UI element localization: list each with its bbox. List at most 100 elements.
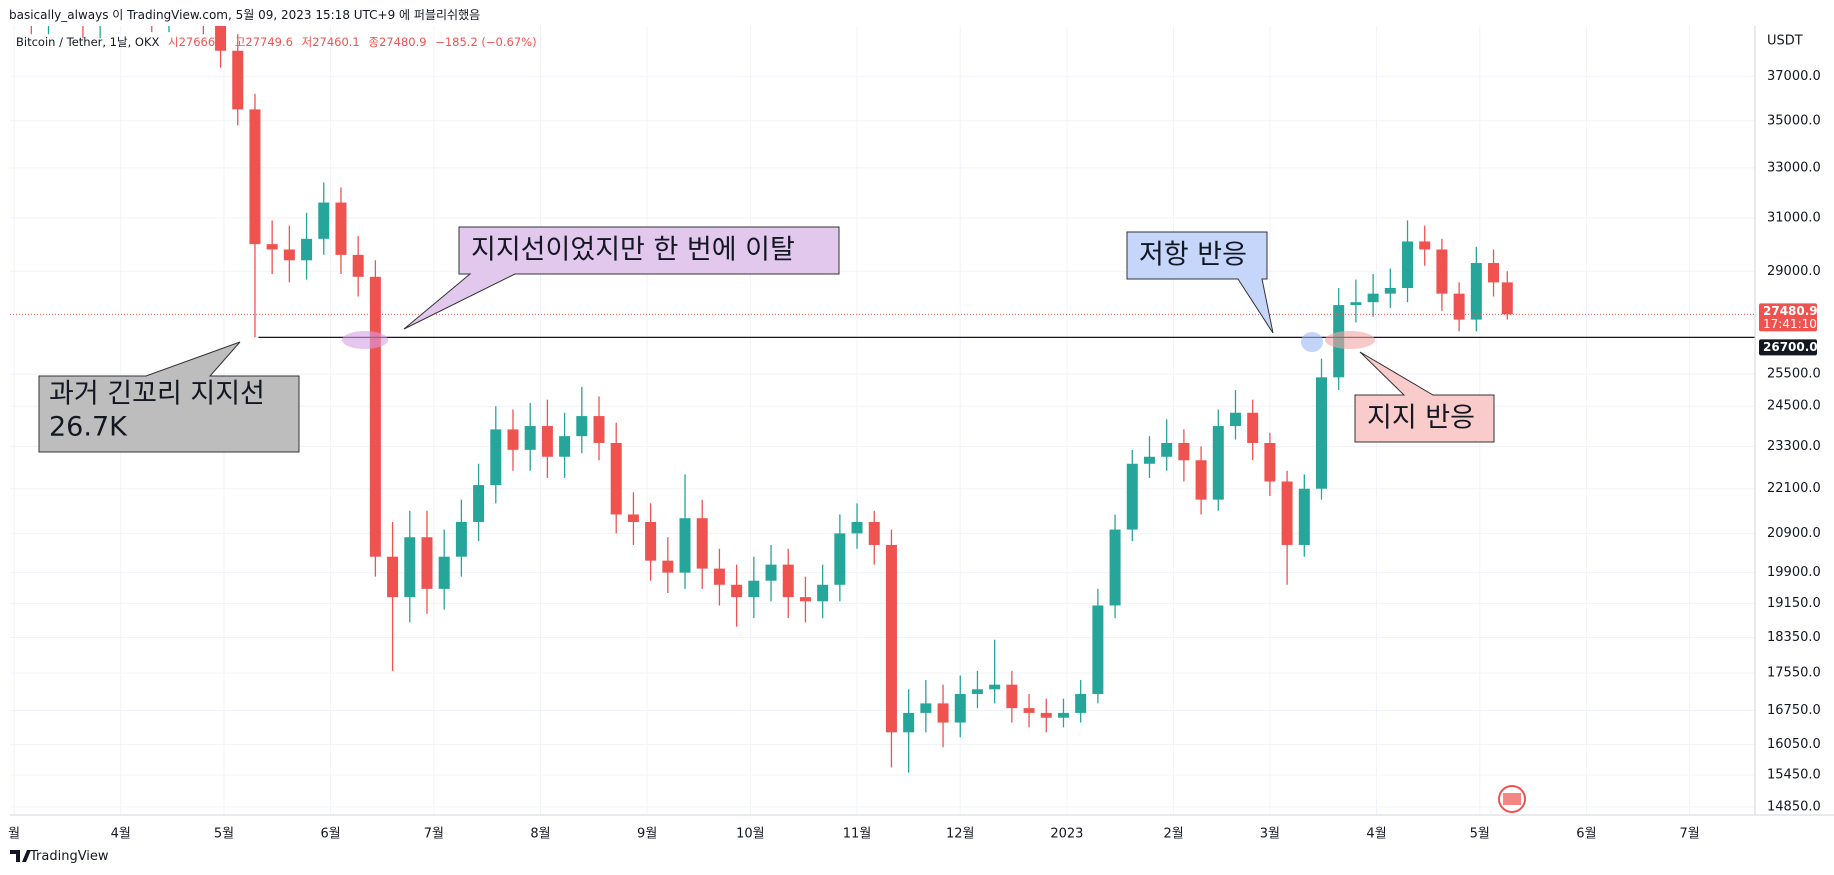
y-tick-label: 20900.0 — [1767, 526, 1821, 541]
callout-box — [38, 341, 300, 453]
legend: Bitcoin / Tether, 1날, OKX 시27666.1 고2774… — [16, 34, 542, 50]
y-tick-label: 17550.0 — [1767, 666, 1821, 681]
overlay: 과거 긴꼬리 지지선 26.7K 지지선이었지만 한 번에 이탈 저항 반응 지… — [8, 26, 1834, 862]
candle-body — [438, 556, 450, 589]
x-tick-label: 2월 — [1163, 827, 1183, 842]
y-tick-label: 19150.0 — [1767, 596, 1821, 611]
callout-text: 26.7K — [49, 412, 128, 443]
candle-body — [1195, 460, 1207, 500]
candle-body — [679, 518, 691, 573]
callout-text: 지지 반응 — [1367, 403, 1475, 434]
candle-body — [1006, 684, 1018, 709]
candle-body — [1023, 708, 1035, 713]
candle-body — [387, 556, 399, 598]
candle-body — [1126, 463, 1138, 530]
y-tick-label: 14850.0 — [1767, 799, 1821, 814]
candle-body — [1143, 456, 1155, 464]
candle-body — [971, 689, 983, 694]
candle-body — [765, 564, 777, 581]
candle-body — [645, 521, 657, 561]
candle-body — [301, 238, 313, 261]
y-tick-label: 23300.0 — [1767, 439, 1821, 454]
candle-body — [1281, 481, 1293, 545]
x-tick-label: 8월 — [530, 827, 550, 842]
y-tick-label: 16050.0 — [1767, 737, 1821, 752]
candle-body — [249, 109, 261, 245]
x-tick-label: 7월 — [1680, 827, 1700, 842]
currency-label: USDT — [1767, 34, 1803, 49]
footer: TradingView — [30, 849, 109, 864]
support-badge — [1759, 339, 1817, 356]
candle-body — [1178, 442, 1190, 461]
candle-body — [817, 584, 829, 602]
publish-header: basically_always 이 TradingView.com, 5월 0… — [9, 8, 481, 22]
event-icon-flag — [1503, 793, 1521, 805]
tradingview-logo — [10, 850, 31, 862]
y-tick-label: 22100.0 — [1767, 481, 1821, 496]
candle-body — [1109, 529, 1121, 606]
highlight — [1325, 331, 1375, 349]
callout-text: 저항 반응 — [1139, 240, 1247, 271]
candle-body — [318, 202, 330, 239]
candle-body — [1501, 282, 1513, 315]
y-tick-label: 29000.0 — [1767, 264, 1821, 279]
candle-body — [748, 580, 760, 598]
x-tick-label: 2023 — [1050, 827, 1083, 842]
candle-body — [1212, 426, 1224, 500]
candle-body — [731, 584, 743, 598]
x-tick-label: 4월 — [1366, 827, 1386, 842]
candle-body — [920, 703, 932, 713]
candle-body — [937, 703, 949, 723]
candle-body — [559, 436, 571, 457]
x-tick-label: 12월 — [946, 827, 975, 842]
candle-body — [473, 485, 485, 522]
candle-body — [352, 254, 364, 277]
y-tick-label: 35000.0 — [1767, 113, 1821, 128]
candle-body — [576, 416, 588, 437]
callout-box — [1354, 351, 1495, 443]
grid — [10, 26, 1755, 815]
candle-body — [335, 202, 347, 255]
y-tick-label: 16750.0 — [1767, 703, 1821, 718]
candle-body — [369, 276, 381, 557]
candle-body — [490, 429, 502, 486]
symbol: Bitcoin / Tether, 1날, OKX — [16, 35, 160, 49]
countdown-label: 17:41:10 — [1763, 317, 1817, 331]
candle-body — [782, 564, 794, 598]
candle-body — [266, 244, 278, 250]
support-label: 26700.0 — [1763, 340, 1818, 354]
x-tick-label: 5월 — [1470, 827, 1490, 842]
candle-body — [1057, 712, 1069, 718]
candle-body — [989, 684, 1001, 690]
candle-body — [1453, 293, 1465, 320]
y-tick-label: 37000.0 — [1767, 69, 1821, 84]
candle-body — [713, 568, 725, 585]
candle-body — [1092, 605, 1104, 694]
callout-box — [403, 226, 840, 330]
candle-body — [541, 426, 553, 457]
x-tick-label: 10월 — [736, 827, 765, 842]
callout-text: 과거 긴꼬리 지지선 — [49, 379, 265, 410]
candle-body — [232, 50, 244, 110]
candle-body — [1161, 442, 1173, 457]
candle-body — [834, 533, 846, 585]
candle-body — [524, 426, 536, 450]
x-tick-label: 3월 — [1260, 827, 1280, 842]
candle-body — [903, 712, 915, 733]
highlight — [1301, 332, 1323, 352]
x-tick-label: 6월 — [1576, 827, 1596, 842]
candle-body — [1316, 377, 1328, 489]
x-tick-label: 월 — [8, 827, 20, 842]
x-tick-label: 11월 — [843, 827, 872, 842]
candle-body — [1350, 302, 1362, 306]
highlight — [342, 331, 388, 349]
y-tick-label: 25500.0 — [1767, 367, 1821, 382]
candle-body — [1402, 241, 1414, 288]
candle-body — [1384, 287, 1396, 294]
candle-body — [1229, 412, 1241, 427]
change: −185.2 (−0.67%) — [435, 35, 537, 49]
ohlc-value: 종27480.9 — [368, 35, 427, 49]
candle-body — [696, 518, 708, 569]
ohlc-value: 저27460.1 — [301, 35, 360, 49]
